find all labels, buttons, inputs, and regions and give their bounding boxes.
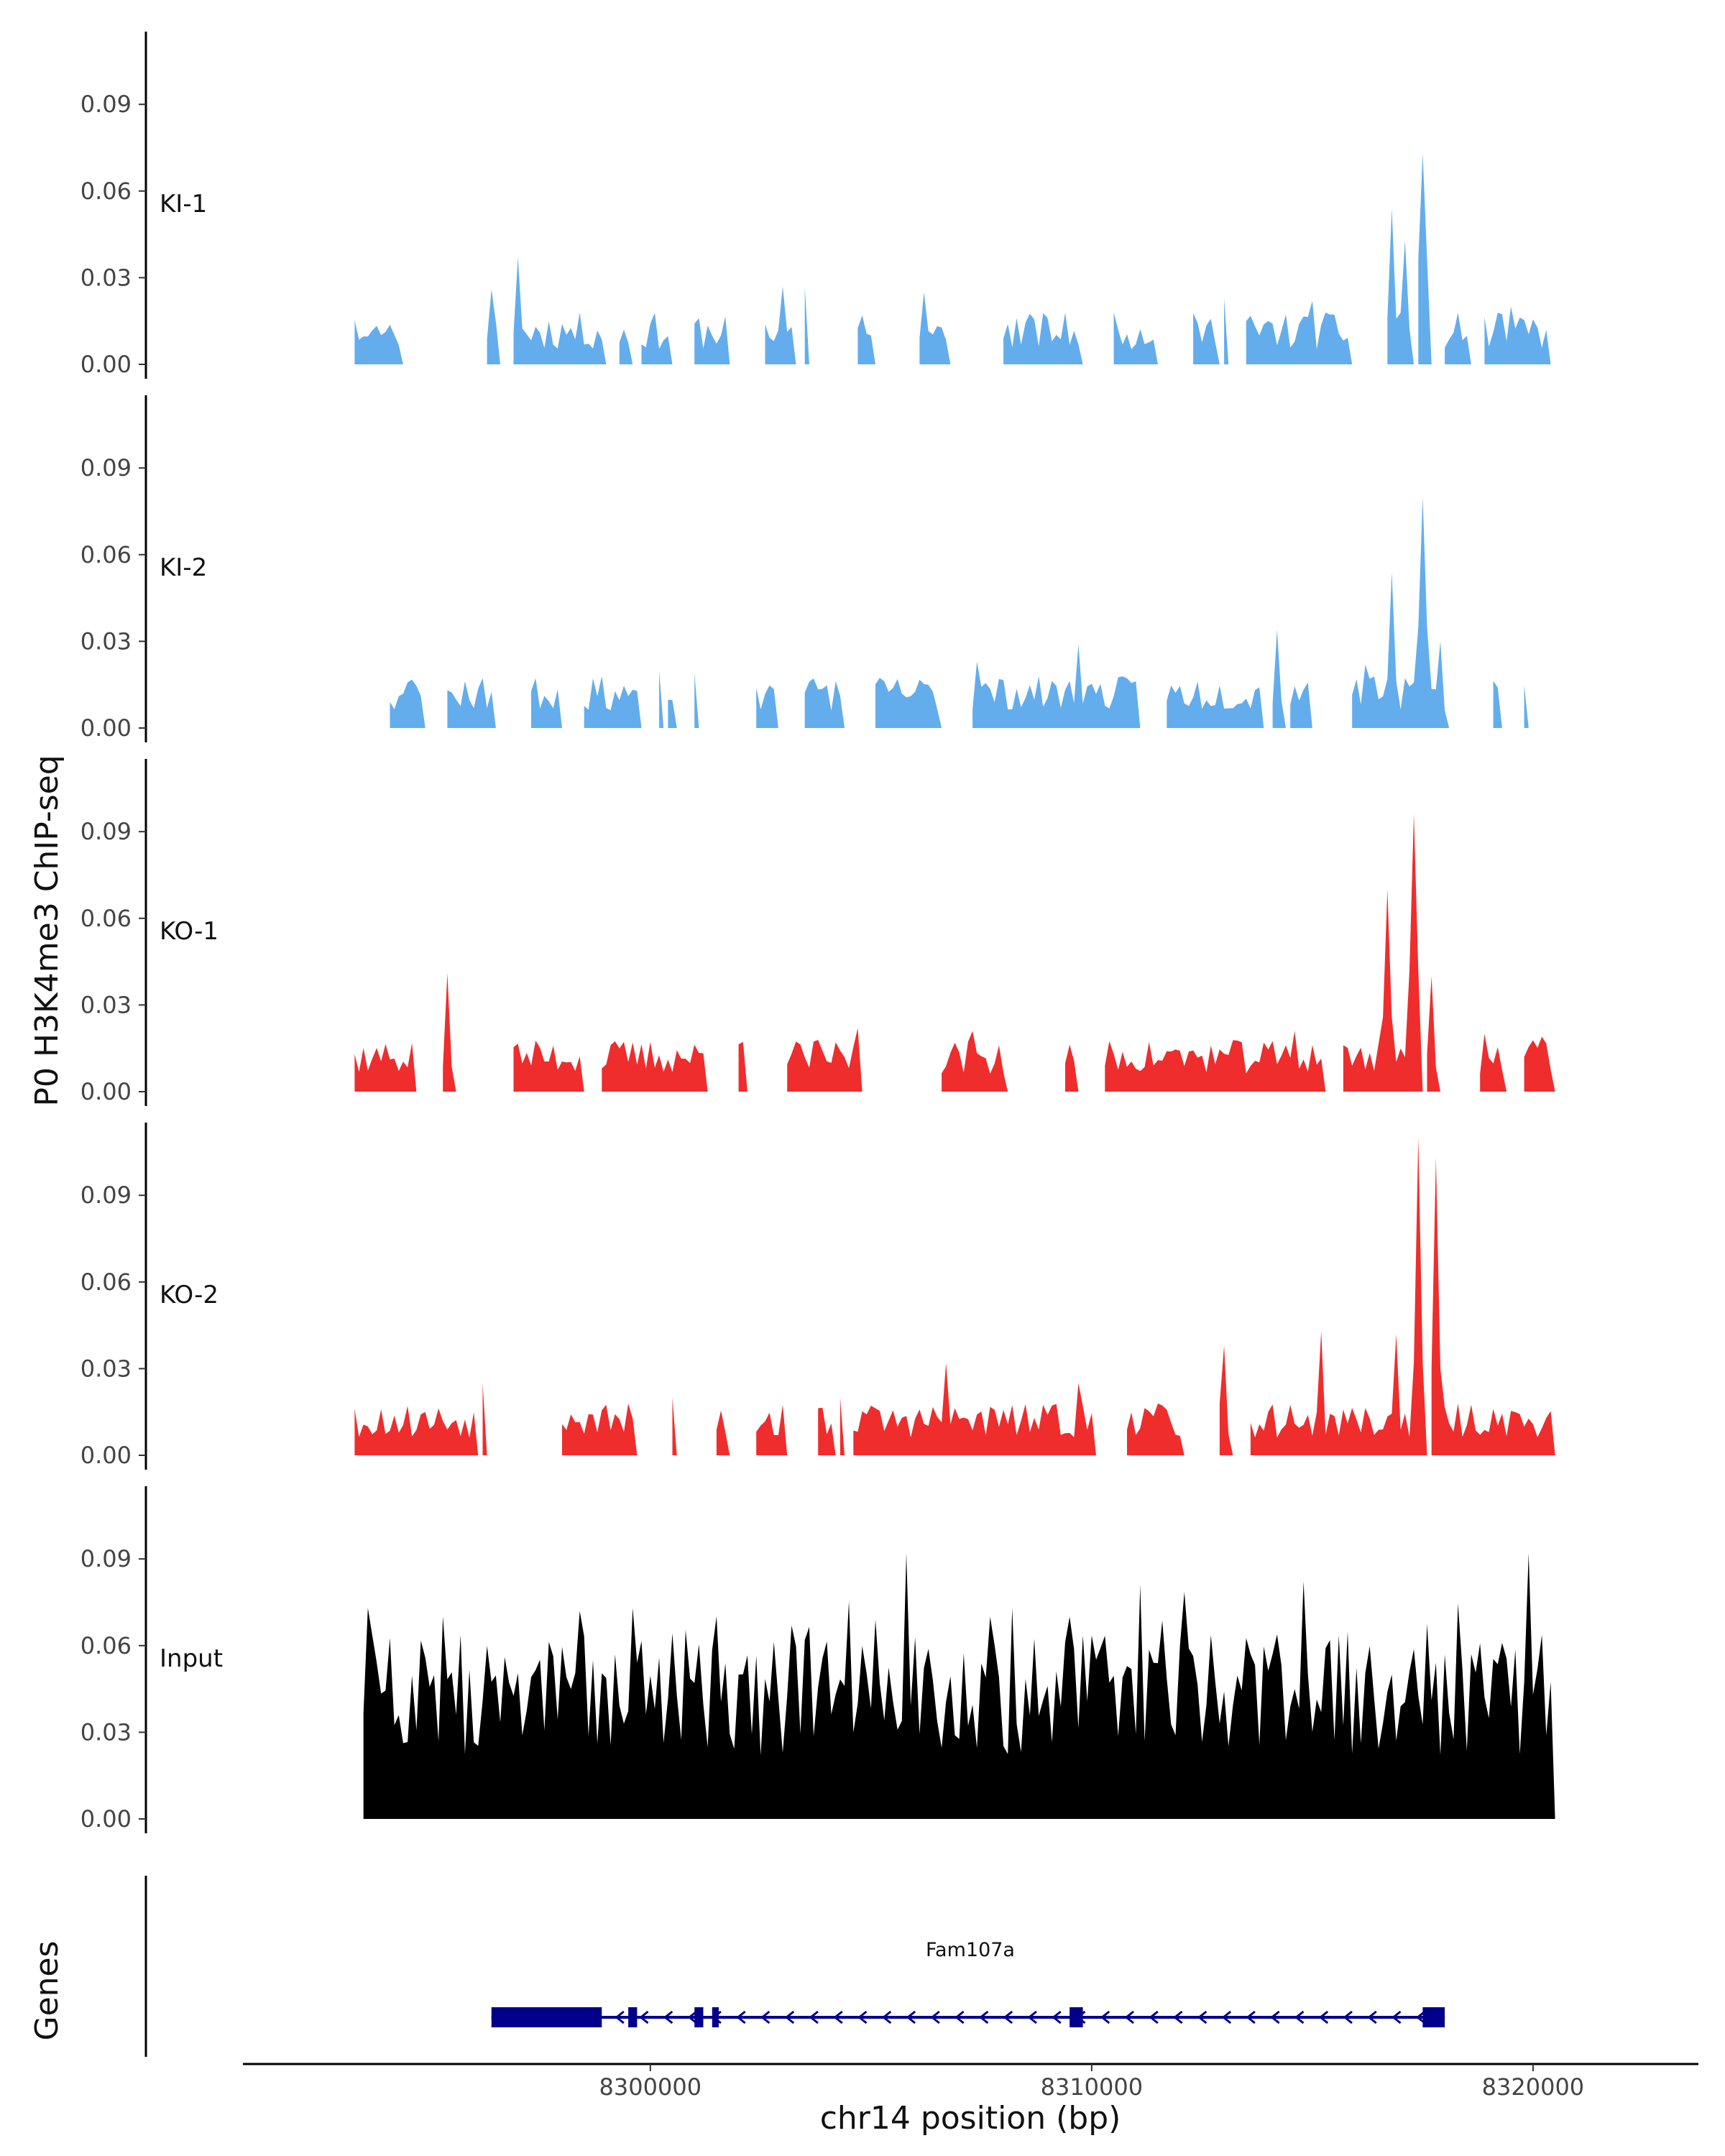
x-axis-title: chr14 position (bp) [820, 2100, 1121, 2137]
strand-arrow [906, 2010, 916, 2024]
strand-arrow [809, 2010, 819, 2024]
strand-arrow [1221, 2010, 1232, 2024]
y-tick-label: 0.00 [80, 1805, 132, 1833]
y-tick-label: 0.03 [80, 264, 132, 291]
gene-name-label: Fam107a [926, 1939, 1015, 1961]
track-label: Input [160, 1644, 223, 1673]
strand-arrow [736, 2010, 746, 2024]
track-label: KI-1 [160, 190, 207, 218]
genes-axis-title: Genes [29, 1940, 65, 2040]
gene-exon [712, 2007, 719, 2027]
track-panel-ko-2: 0.00 0.03 0.06 0.09 KO-2 [80, 1123, 1555, 1470]
y-tick-label: 0.06 [80, 178, 132, 205]
strand-arrow [1149, 2010, 1159, 2024]
y-tick-label: 0.09 [80, 91, 132, 118]
strand-arrow [1003, 2010, 1013, 2024]
y-tick-label: 0.09 [80, 454, 132, 482]
signal-area-ko-1 [354, 814, 1555, 1092]
gene-exon [1422, 2007, 1445, 2027]
x-tick-label: 8320000 [1482, 2073, 1585, 2101]
strand-arrow [639, 2010, 649, 2024]
y-tick-label: 0.09 [80, 1545, 132, 1572]
y-tick-label: 0.03 [80, 1718, 132, 1746]
strand-arrow [954, 2010, 965, 2024]
gene-exon [694, 2007, 704, 2027]
x-tick-label: 8300000 [599, 2073, 702, 2101]
y-tick-label: 0.03 [80, 1355, 132, 1382]
track-label: KI-2 [160, 553, 207, 582]
gene-track [144, 1876, 1445, 2057]
strand-arrow [663, 2010, 673, 2024]
track-panel-ko-1: 0.00 0.03 0.06 0.09 KO-1 [80, 759, 1555, 1106]
strand-arrow [1197, 2010, 1208, 2024]
gene-exon [491, 2007, 602, 2027]
strand-arrow [857, 2010, 868, 2024]
track-panel-ki-1: 0.00 0.03 0.06 0.09 KI-1 [80, 32, 1551, 379]
strand-arrow [1270, 2010, 1280, 2024]
y-tick-label: 0.00 [80, 1078, 132, 1105]
strand-arrow [1052, 2010, 1062, 2024]
strand-arrow [833, 2010, 843, 2024]
y-tick-label: 0.00 [80, 1442, 132, 1469]
strand-arrow [1392, 2010, 1402, 2024]
y-tick-label: 0.00 [80, 714, 132, 742]
gene-exon [628, 2007, 638, 2027]
y-tick-label: 0.03 [80, 991, 132, 1018]
y-tick-label: 0.00 [80, 351, 132, 378]
strand-arrow [1027, 2010, 1037, 2024]
signal-area-ko-2 [354, 1137, 1555, 1455]
strand-arrow [1318, 2010, 1329, 2024]
gene-exon [1070, 2007, 1083, 2027]
track-panel-ki-2: 0.00 0.03 0.06 0.09 KI-2 [80, 395, 1529, 742]
strand-arrow [1343, 2010, 1353, 2024]
y-tick-label: 0.09 [80, 818, 132, 845]
strand-arrow [1415, 2010, 1426, 2024]
y-tick-label: 0.06 [80, 541, 132, 568]
strand-arrow [760, 2010, 770, 2024]
tracks-layer: 0.00 0.03 0.06 0.09 KI-1 0.00 0.03 0.06 0.09 KI-2… [80, 32, 1555, 1833]
strand-arrow [1173, 2010, 1183, 2024]
strand-arrow [1246, 2010, 1256, 2024]
track-label: KO-1 [160, 917, 218, 946]
strand-arrow [615, 2010, 625, 2024]
strand-arrow [687, 2010, 698, 2024]
x-tick-label: 8310000 [1041, 2073, 1144, 2101]
signal-area-ki-2 [390, 497, 1529, 728]
signal-area-input [363, 1553, 1555, 1819]
y-tick-label: 0.06 [80, 1268, 132, 1296]
strand-arrow [1294, 2010, 1305, 2024]
strand-arrow [881, 2010, 892, 2024]
y-tick-label: 0.06 [80, 905, 132, 932]
strand-arrow [1100, 2010, 1110, 2024]
x-axis: 8300000 8310000 8320000 [243, 2063, 1698, 2101]
strand-arrow [784, 2010, 795, 2024]
track-panel-input: 0.00 0.03 0.06 0.09 Input [80, 1486, 1555, 1833]
y-tick-label: 0.09 [80, 1181, 132, 1209]
strand-arrow [979, 2010, 989, 2024]
track-label: KO-2 [160, 1281, 218, 1309]
strand-arrow [930, 2010, 940, 2024]
y-axis-title: P0 H3K4me3 ChIP-seq [29, 755, 65, 1106]
strand-arrow [1367, 2010, 1377, 2024]
strand-arrow [1124, 2010, 1134, 2024]
y-tick-label: 0.06 [80, 1632, 132, 1659]
y-tick-label: 0.03 [80, 627, 132, 655]
